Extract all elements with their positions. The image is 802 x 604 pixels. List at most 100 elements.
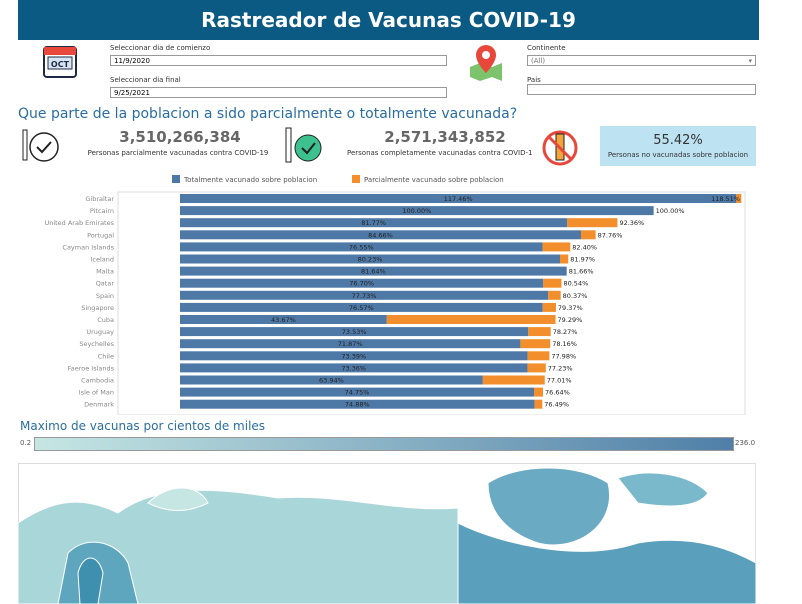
legend-swatch [352, 175, 360, 183]
kpi-value: 55.42% [653, 133, 703, 148]
country-label: Pais [527, 76, 541, 84]
start-date-input[interactable]: 11/9/2020 [110, 55, 447, 66]
legend-min: 0.2 [20, 439, 32, 447]
bar-segment [180, 399, 535, 409]
bar-label: 84.66% [368, 231, 393, 239]
bar-segment [180, 290, 549, 300]
y-tick-label: Spain [96, 292, 114, 300]
bar-segment [180, 302, 543, 312]
kpi-label: Personas completamente vacunadas contra … [347, 149, 533, 157]
legend-label: Totalmente vacunado sobre poblacion [183, 176, 317, 184]
start-label: Seleccionar dia de comienzo [110, 44, 211, 52]
bar-segment [560, 254, 569, 264]
bar-label: 81.77% [361, 219, 386, 227]
total-label: 78.16% [552, 340, 577, 348]
bar-label: 73.53% [342, 328, 367, 336]
bar-segment [180, 206, 654, 216]
bar-chart: Totalmente vacunado sobre poblacion Parci… [44, 175, 746, 415]
y-tick-label: Seychelles [79, 340, 114, 348]
bar-segment [180, 363, 528, 373]
header-title: Rastreador de Vacunas COVID-19 [201, 8, 576, 32]
bar-segment [543, 278, 562, 288]
bar-label: 80.23% [358, 256, 383, 264]
total-label: 80.37% [563, 292, 588, 300]
bar-segment [180, 375, 483, 385]
y-tick-label: Uruguay [86, 328, 114, 336]
legend-label: Parcialmente vacunado sobre poblacion [364, 176, 504, 184]
bar-segment [528, 327, 551, 337]
total-label: 100.00% [656, 207, 685, 215]
y-tick-label: Faeroe Islands [68, 364, 115, 372]
bar-segment [527, 363, 546, 373]
kpi-label: Personas no vacunadas sobre poblacion [607, 151, 749, 159]
bar-label: 43.67% [271, 316, 296, 324]
bar-segment [542, 242, 571, 252]
bar-segment [180, 230, 581, 240]
calendar-icon: OCT [43, 46, 77, 78]
bar-segment [180, 242, 543, 252]
total-label: 78.27% [553, 328, 578, 336]
bar-segment [482, 375, 545, 385]
bar-label: 76.57% [349, 304, 374, 312]
y-tick-label: Portugal [87, 231, 114, 239]
bar-segment [180, 218, 568, 228]
map-pin-icon [470, 45, 502, 81]
world-map [18, 463, 756, 604]
y-tick-label: United Arab Emirates [44, 219, 114, 227]
map-title: Maximo de vacunas por cientos de miles [20, 419, 266, 433]
bar-segment [542, 302, 556, 312]
bar-segment [180, 266, 567, 276]
end-date-input[interactable]: 9/25/2021 [110, 87, 447, 98]
total-label: 77.98% [551, 352, 576, 360]
bar-segment [520, 339, 551, 349]
y-tick-label: Singapore [81, 304, 114, 312]
bar-label: 117.46% [444, 195, 473, 203]
syringe-check-icon [285, 127, 322, 163]
bar-label: 76.55% [349, 243, 374, 251]
bar-segment [180, 315, 387, 324]
bar-segment [534, 387, 543, 397]
continent-value: (All) [531, 57, 546, 65]
bar-label: 71.87% [338, 340, 363, 348]
bar-segment [180, 351, 528, 361]
total-label: 81.97% [570, 256, 595, 264]
kpi-value: 3,510,266,384 [119, 128, 241, 146]
kpi-box: 55.42% Personas no vacunadas sobre pobla… [600, 126, 756, 166]
y-tick-label: Cambodia [81, 377, 114, 385]
no-vaccine-icon [542, 130, 578, 166]
y-tick-label: Iceland [90, 256, 114, 264]
bar-label: 74.88% [345, 401, 370, 409]
bar-segment [548, 290, 561, 300]
total-label: 118.51% [711, 195, 740, 203]
bar-segment [386, 315, 556, 324]
total-label: 81.66% [569, 268, 594, 276]
country-input[interactable] [527, 84, 756, 95]
y-tick-label: Isle of Man [79, 389, 114, 397]
total-label: 87.76% [598, 231, 623, 239]
bar-label: 77.73% [352, 292, 377, 300]
total-label: 77.01% [547, 377, 572, 385]
legend-max: 236.0 [735, 439, 756, 447]
total-label: 76.49% [544, 401, 569, 409]
bar-label: 63.94% [319, 377, 344, 385]
color-legend [34, 437, 734, 451]
y-tick-label: Qatar [96, 280, 115, 288]
bar-label: 100.00% [402, 207, 431, 215]
total-label: 92.36% [619, 219, 644, 227]
bar-segment [180, 387, 535, 397]
bar-segment [567, 218, 618, 228]
bar-label: 73.36% [341, 364, 366, 372]
bar-label: 73.39% [341, 352, 366, 360]
y-tick-label: Gibraltar [85, 195, 114, 203]
check-icon [22, 129, 59, 162]
bar-segment [527, 351, 550, 361]
bar-label: 76.70% [349, 280, 374, 288]
total-label: 79.29% [558, 316, 583, 324]
bar-label: 74.75% [345, 389, 370, 397]
legend-swatch [172, 175, 180, 183]
continent-select[interactable]: (All) ▾ [527, 55, 756, 66]
header-bar: Rastreador de Vacunas COVID-19 [18, 0, 759, 40]
total-label: 82.40% [572, 243, 597, 251]
kpi-label: Personas parcialmente vacunadas contra C… [87, 149, 269, 157]
kpi-value: 2,571,343,852 [384, 128, 506, 146]
